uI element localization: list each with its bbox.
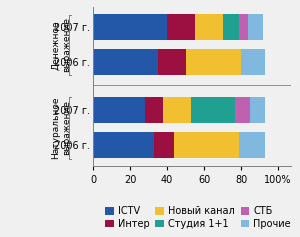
Bar (167, 14, 195, 40)
Bar (195, 14, 223, 40)
Bar (158, 49, 185, 75)
Text: Натуральное
выражение: Натуральное выражение (52, 96, 72, 159)
Bar (236, 97, 250, 123)
Bar (154, 132, 174, 158)
Bar (93, 49, 158, 75)
Legend: ICTV, Интер, Новый канал, Студия 1+1, СТБ, Прочие: ICTV, Интер, Новый канал, Студия 1+1, СТ… (101, 203, 295, 233)
Bar (93, 97, 145, 123)
Bar (93, 132, 154, 158)
Bar (145, 97, 163, 123)
Bar (223, 14, 239, 40)
Bar (239, 14, 248, 40)
Bar (239, 132, 265, 158)
Bar (191, 97, 236, 123)
Bar (185, 49, 241, 75)
Text: Денежное
выражение: Денежное выражение (52, 17, 72, 72)
Bar (93, 14, 167, 40)
Bar (250, 97, 265, 123)
Bar (163, 97, 191, 123)
Bar (241, 49, 265, 75)
Bar (248, 14, 263, 40)
Bar (174, 132, 239, 158)
